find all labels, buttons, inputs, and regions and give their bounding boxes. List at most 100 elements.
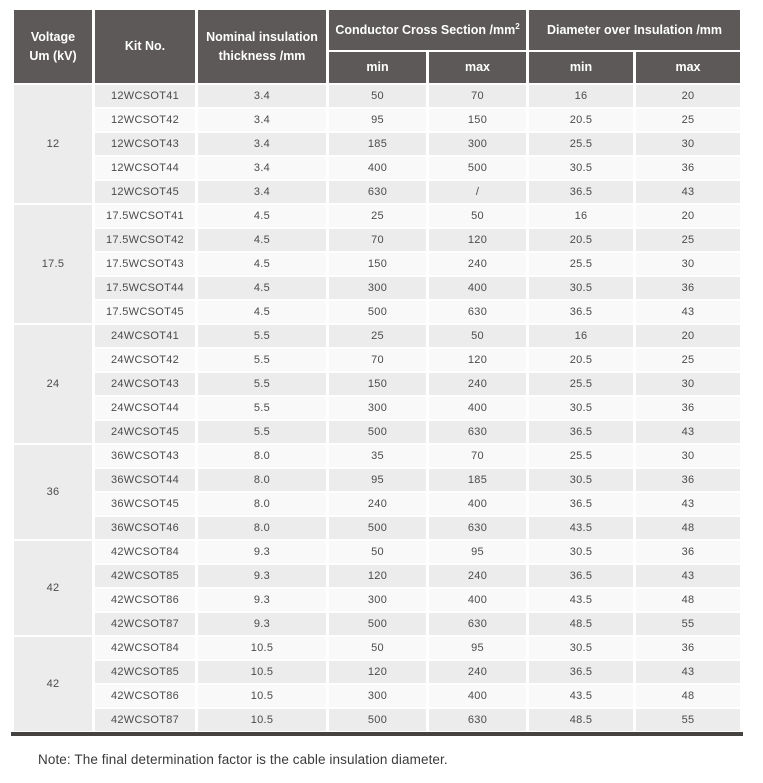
kit-no-cell: 24WCSOT42 [95, 349, 195, 371]
ccs-min-cell: 50 [329, 541, 426, 563]
thickness-cell: 4.5 [198, 229, 326, 251]
kit-no-cell: 36WCSOT45 [95, 493, 195, 515]
thickness-cell: 8.0 [198, 493, 326, 515]
thickness-cell: 8.0 [198, 469, 326, 491]
thickness-cell: 10.5 [198, 661, 326, 683]
header-thickness-line1: Nominal insulation [206, 30, 318, 45]
doi-max-cell: 55 [636, 709, 740, 731]
kit-no-cell: 36WCSOT43 [95, 445, 195, 467]
doi-max-cell: 20 [636, 325, 740, 347]
voltage-cell: 42 [14, 541, 92, 635]
ccs-max-cell: 240 [429, 373, 526, 395]
table-row: 42WCSOT87 10.5 500 630 48.5 55 [14, 709, 740, 731]
doi-min-cell: 43.5 [529, 685, 633, 707]
doi-max-cell: 36 [636, 157, 740, 179]
doi-min-cell: 25.5 [529, 445, 633, 467]
ccs-min-cell: 300 [329, 589, 426, 611]
doi-min-cell: 20.5 [529, 109, 633, 131]
table-row: 42WCSOT86 10.5 300 400 43.5 48 [14, 685, 740, 707]
ccs-max-cell: 95 [429, 637, 526, 659]
header-doi-max: max [636, 52, 740, 83]
ccs-min-cell: 70 [329, 229, 426, 251]
ccs-min-cell: 300 [329, 685, 426, 707]
kit-no-cell: 24WCSOT41 [95, 325, 195, 347]
ccs-min-cell: 150 [329, 373, 426, 395]
doi-min-cell: 36.5 [529, 661, 633, 683]
table-row: 36WCSOT45 8.0 240 400 36.5 43 [14, 493, 740, 515]
thickness-cell: 10.5 [198, 685, 326, 707]
thickness-cell: 5.5 [198, 349, 326, 371]
table-row: 17.5WCSOT42 4.5 70 120 20.5 25 [14, 229, 740, 251]
ccs-max-cell: 120 [429, 349, 526, 371]
thickness-cell: 4.5 [198, 277, 326, 299]
kit-no-cell: 36WCSOT46 [95, 517, 195, 539]
ccs-max-cell: 630 [429, 709, 526, 731]
table-bottom-border [11, 732, 743, 736]
ccs-max-cell: 300 [429, 133, 526, 155]
doi-min-cell: 36.5 [529, 301, 633, 323]
voltage-cell: 42 [14, 637, 92, 731]
header-voltage: Voltage Um (kV) [14, 10, 92, 83]
kit-no-cell: 17.5WCSOT44 [95, 277, 195, 299]
ccs-max-cell: 630 [429, 517, 526, 539]
table-row: 24WCSOT45 5.5 500 630 36.5 43 [14, 421, 740, 443]
table-row: 42WCSOT86 9.3 300 400 43.5 48 [14, 589, 740, 611]
kit-no-cell: 17.5WCSOT41 [95, 205, 195, 227]
kit-no-cell: 12WCSOT42 [95, 109, 195, 131]
doi-max-cell: 36 [636, 277, 740, 299]
ccs-max-cell: 630 [429, 421, 526, 443]
table-body: 12 12WCSOT41 3.4 50 70 16 20 12WCSOT42 3.4 95 150 2… [14, 85, 740, 731]
thickness-cell: 9.3 [198, 613, 326, 635]
ccs-min-cell: 400 [329, 157, 426, 179]
kit-no-cell: 42WCSOT86 [95, 589, 195, 611]
thickness-cell: 10.5 [198, 637, 326, 659]
table-row: 42WCSOT87 9.3 500 630 48.5 55 [14, 613, 740, 635]
doi-max-cell: 36 [636, 469, 740, 491]
doi-min-cell: 30.5 [529, 637, 633, 659]
doi-min-cell: 30.5 [529, 397, 633, 419]
doi-max-cell: 36 [636, 541, 740, 563]
thickness-cell: 4.5 [198, 253, 326, 275]
ccs-max-cell: 120 [429, 229, 526, 251]
ccs-max-cell: 400 [429, 277, 526, 299]
ccs-min-cell: 150 [329, 253, 426, 275]
thickness-cell: 5.5 [198, 421, 326, 443]
thickness-cell: 3.4 [198, 85, 326, 107]
table-row: 17.5WCSOT44 4.5 300 400 30.5 36 [14, 277, 740, 299]
thickness-cell: 4.5 [198, 301, 326, 323]
doi-max-cell: 25 [636, 229, 740, 251]
table-row: 24 24WCSOT41 5.5 25 50 16 20 [14, 325, 740, 443]
ccs-min-cell: 95 [329, 469, 426, 491]
doi-min-cell: 43.5 [529, 589, 633, 611]
header-ccs-min: min [329, 52, 426, 83]
doi-min-cell: 30.5 [529, 277, 633, 299]
ccs-max-cell: 50 [429, 205, 526, 227]
kit-no-cell: 42WCSOT85 [95, 565, 195, 587]
ccs-min-cell: 300 [329, 397, 426, 419]
kit-no-cell: 17.5WCSOT43 [95, 253, 195, 275]
thickness-cell: 5.5 [198, 325, 326, 347]
kit-no-cell: 17.5WCSOT45 [95, 301, 195, 323]
ccs-min-cell: 630 [329, 181, 426, 203]
kit-no-cell: 17.5WCSOT42 [95, 229, 195, 251]
kit-no-cell: 12WCSOT44 [95, 157, 195, 179]
doi-min-cell: 36.5 [529, 181, 633, 203]
thickness-cell: 5.5 [198, 397, 326, 419]
header-voltage-line1: Voltage [30, 30, 76, 45]
thickness-cell: 4.5 [198, 205, 326, 227]
doi-min-cell: 43.5 [529, 517, 633, 539]
ccs-min-cell: 25 [329, 325, 426, 347]
header-doi-min: min [529, 52, 633, 83]
doi-max-cell: 43 [636, 181, 740, 203]
doi-min-cell: 25.5 [529, 133, 633, 155]
table-row: 17.5 17.5WCSOT41 4.5 25 50 16 20 [14, 205, 740, 323]
ccs-max-cell: 240 [429, 253, 526, 275]
header-thickness-line2: thickness /mm [218, 48, 306, 63]
note-text: Note: The final determination factor is … [38, 752, 448, 767]
ccs-min-cell: 120 [329, 661, 426, 683]
doi-min-cell: 36.5 [529, 493, 633, 515]
doi-max-cell: 30 [636, 133, 740, 155]
table-row: 24WCSOT44 5.5 300 400 30.5 36 [14, 397, 740, 419]
doi-max-cell: 25 [636, 109, 740, 131]
doi-max-cell: 30 [636, 445, 740, 467]
